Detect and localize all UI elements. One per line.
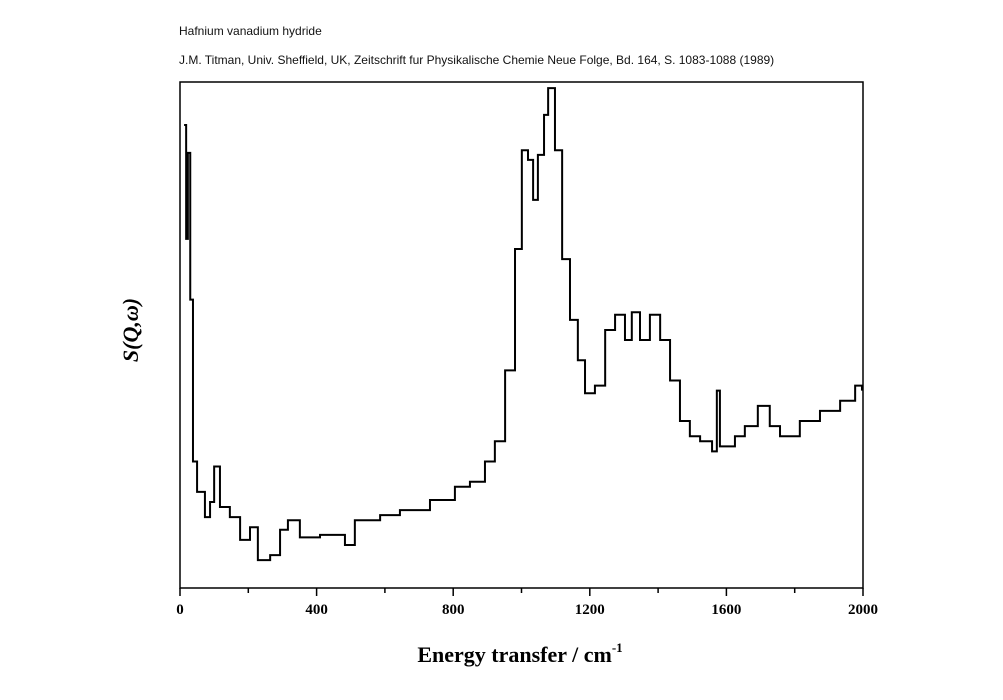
x-tick-label: 400 (305, 602, 328, 618)
x-tick-label: 2000 (848, 602, 878, 618)
series-line (184, 87, 863, 562)
x-axis-label: Energy transfer / cm-1 (417, 640, 622, 667)
x-tick-label: 1200 (575, 602, 605, 618)
chart-subtitle: J.M. Titman, Univ. Sheffield, UK, Zeitsc… (179, 53, 775, 67)
y-axis-label: S(Q,ω) (118, 298, 143, 362)
x-tick-label: 0 (176, 602, 184, 618)
x-tick-label: 800 (442, 602, 465, 618)
chart-title: Hafnium vanadium hydride (179, 24, 322, 38)
x-tick-label: 1600 (711, 602, 741, 618)
